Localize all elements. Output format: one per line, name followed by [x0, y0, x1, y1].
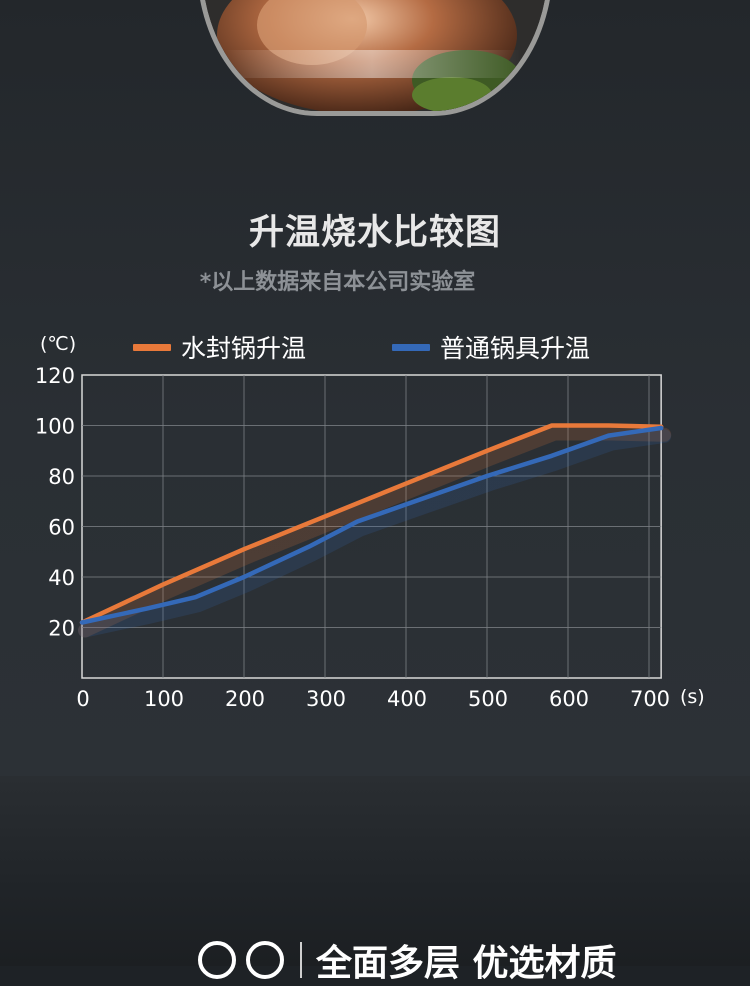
x-tick-label: 600 — [549, 687, 589, 711]
series-line-ordinary-pot — [79, 425, 664, 625]
pot-with-roast-chicken-image — [197, 0, 553, 116]
chart-section — [0, 0, 750, 776]
feature-section — [0, 776, 750, 966]
series-glow-0 — [78, 426, 672, 638]
x-axis-unit: (s) — [680, 686, 705, 708]
legend-item-ordinary-pot: 普通锅具升温 — [392, 330, 590, 364]
x-tick-label: 0 — [76, 687, 89, 711]
feature-heading-row: 全面多层 优选材质 — [198, 940, 750, 984]
layer-circle-icon — [198, 941, 236, 979]
y-tick-label: 60 — [48, 516, 75, 540]
x-tick-label: 500 — [468, 687, 508, 711]
y-axis-unit: (℃) — [40, 333, 77, 355]
y-tick-label: 20 — [48, 617, 75, 641]
data-source-note: *以上数据来自本公司实验室 — [199, 270, 476, 295]
material-circle-icon — [246, 941, 284, 979]
feature-heading: 全面多层 优选材质 — [316, 943, 617, 984]
legend-label: 水封锅升温 — [181, 334, 307, 363]
y-tick-label: 40 — [48, 566, 75, 590]
legend-swatch-orange — [133, 343, 171, 351]
y-tick-label: 80 — [48, 465, 75, 489]
legend-swatch-blue — [392, 343, 430, 351]
x-tick-label: 200 — [225, 687, 265, 711]
x-tick-label: 100 — [144, 687, 184, 711]
y-tick-label: 100 — [35, 415, 75, 439]
series-glow-1 — [78, 429, 672, 638]
temperature-rise-chart: 20 40 60 80 100 120 0 100 200 300 400 500 600 700 — [35, 364, 672, 711]
x-tick-label: 700 — [630, 687, 670, 711]
x-tick-label: 300 — [306, 687, 346, 711]
x-tick-label: 400 — [387, 687, 427, 711]
legend-item-water-seal-pot: 水封锅升温 — [133, 330, 306, 364]
legend-label: 普通锅具升温 — [440, 334, 591, 363]
series-line-water-seal-pot — [79, 423, 664, 625]
page-title: 升温烧水比较图 — [248, 213, 501, 253]
y-tick-label: 120 — [35, 364, 75, 388]
roast-chicken-illustration — [202, 0, 548, 111]
divider — [300, 942, 302, 978]
